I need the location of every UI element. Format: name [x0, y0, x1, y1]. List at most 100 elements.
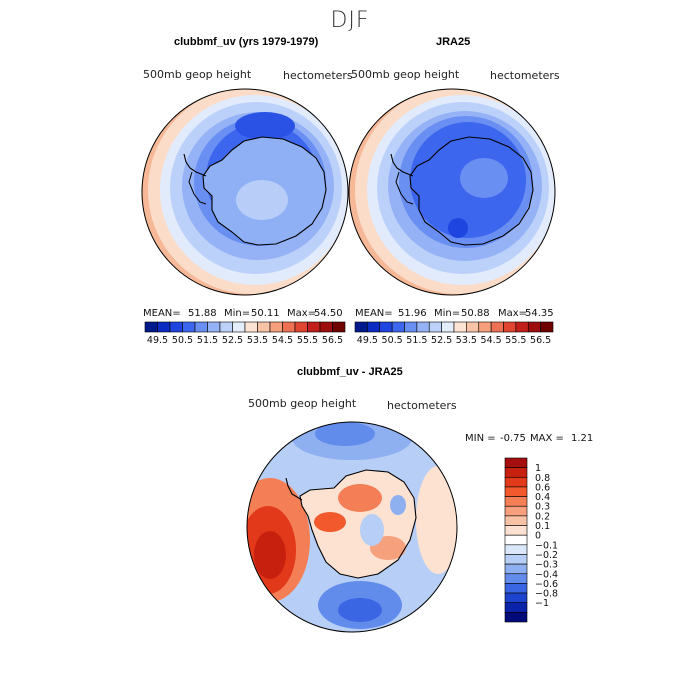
p2-continent-high [460, 158, 508, 198]
panel1-colorbar-tick-label: 54.5 [272, 335, 293, 346]
panel3-colorbar-tick-label: −1 [535, 598, 549, 609]
panel1-min-label: Min= [224, 308, 251, 319]
panel1-colorbar-cell [144, 321, 158, 333]
panel2-max-label: Max= [498, 308, 528, 319]
panel1-colorbar-cell [257, 321, 271, 333]
p1-continent-high [236, 180, 288, 220]
panel2-right-label: hectometers [490, 69, 560, 82]
panel3-title: clubbmf_uv - JRA25 [297, 366, 403, 378]
panel2-colorbar-cell [416, 321, 430, 333]
panel2-colorbar-tick-label: 49.5 [357, 335, 378, 346]
panel3-colorbar-tick-label: 0.2 [535, 511, 550, 522]
panel3-colorbar-tick-label: −0.2 [535, 550, 558, 561]
panel1-colorbar-cell [194, 321, 208, 333]
panel3-left-label: 500mb geop height [248, 397, 357, 410]
panel2-colorbar-tick-label: 52.5 [431, 335, 452, 346]
p1-coastline [183, 136, 327, 246]
panel2-colorbar-cell [428, 321, 442, 333]
p3-continent-red2 [314, 512, 346, 532]
panel2-colorbar-cell [515, 321, 529, 333]
panel2-colorbar-tick-label: 56.5 [530, 335, 551, 346]
figure-title: DJF [330, 8, 370, 33]
panel3-right-label: hectometers [387, 399, 457, 412]
panel3-min-value: -0.75 [500, 433, 526, 444]
panel3-colorbar-tick-label: 0.4 [535, 492, 550, 503]
panel3-colorbar-cell [504, 583, 528, 594]
panel2-colorbar-tick-label: 50.5 [382, 335, 403, 346]
p3-right-white [416, 466, 457, 574]
panel1-colorbar-tick-label: 51.5 [197, 335, 218, 346]
panel2-map [348, 88, 556, 296]
panel3-max-value: 1.21 [571, 433, 594, 444]
panel1-right-label: hectometers [283, 69, 353, 82]
p2-peninsula [395, 171, 414, 205]
panel3-colorbar-tick-label: −0.6 [535, 579, 558, 590]
panel1-colorbar-cell [319, 321, 333, 333]
p3-top-blue2 [315, 422, 375, 446]
panel3-colorbar-cell [504, 515, 528, 526]
panel2-mean-label: MEAN= [355, 308, 393, 319]
panel2-colorbar-tick-label: 54.5 [481, 335, 502, 346]
panel2-colorbar-cell [527, 321, 541, 333]
panel1-colorbar-cell [282, 321, 296, 333]
panel3-colorbar-tick-label: 0.8 [535, 473, 550, 484]
panel3-colorbar: 10.80.60.40.30.20.10−0.1−0.2−0.3−0.4−0.6… [504, 457, 558, 623]
panel3-colorbar-cell [504, 467, 528, 478]
panel2-colorbar-cell [391, 321, 405, 333]
panel2-outline [348, 88, 556, 296]
panel3-colorbar-tick-label: −0.4 [535, 569, 558, 580]
panel1-colorbar-cell [332, 321, 346, 333]
panel2-colorbar-cell [367, 321, 381, 333]
panel3-colorbar-tick-label: 0.3 [535, 502, 550, 513]
panel1-colorbar-cell [182, 321, 196, 333]
panel1-colorbar-cell [294, 321, 308, 333]
panel1-max-label: Max= [287, 308, 317, 319]
panel3-colorbar-tick-label: 1 [535, 463, 541, 474]
p3-continent-blue1 [360, 514, 384, 546]
panel3-max-label: MAX = [530, 433, 564, 444]
panel3-outline [246, 421, 458, 633]
panel2-title: JRA25 [436, 36, 471, 48]
panel2-colorbar-cell [441, 321, 455, 333]
panel1-max-value: 54.50 [314, 308, 343, 319]
panel2-colorbar-tick-label: 53.5 [456, 335, 477, 346]
panel1-colorbar-cell [207, 321, 221, 333]
panel3-colorbar-cell [504, 496, 528, 507]
panel3-colorbar-tick-label: −0.8 [535, 589, 558, 600]
p1-peninsula [188, 171, 207, 205]
panel3-colorbar-cell [504, 602, 528, 613]
panel1-colorbar-cell [232, 321, 246, 333]
panel3-colorbar-cell [504, 573, 528, 584]
panel1-colorbar-cell [269, 321, 283, 333]
panel1-colorbar-cell [219, 321, 233, 333]
panel3-colorbar-cell [504, 525, 528, 536]
panel3-colorbar-tick-label: −0.1 [535, 540, 558, 551]
panel3-colorbar-tick-label: 0.6 [535, 482, 550, 493]
panel2-colorbar: 49.5 50.5 51.5 52.5 53.5 54.5 55.5 56.5 [354, 321, 554, 346]
panel2-colorbar-cell [379, 321, 393, 333]
panel2-min-label: Min= [434, 308, 461, 319]
panel1-colorbar-cell [157, 321, 171, 333]
panel3-min-label: MIN = [465, 433, 496, 444]
panel1-colorbar-cell [169, 321, 183, 333]
panel3-colorbar-tick-label: −0.3 [535, 560, 558, 571]
panel1-title: clubbmf_uv (yrs 1979-1979) [174, 36, 319, 48]
panel3-map [246, 421, 458, 633]
panel1-colorbar-tick-label: 52.5 [222, 335, 243, 346]
panel2-colorbar-cell [478, 321, 492, 333]
panel3-colorbar-tick-label: 0 [535, 531, 541, 542]
panel2-colorbar-cell [354, 321, 368, 333]
panel3-colorbar-cell [504, 457, 528, 468]
p2-coastline [390, 136, 534, 246]
panel3-colorbar-cell [504, 554, 528, 565]
panel2-colorbar-cell [466, 321, 480, 333]
panel1-mean-label: MEAN= [143, 308, 181, 319]
p1-band-50_5 [235, 112, 295, 140]
panel3-colorbar-cell [504, 592, 528, 604]
panel1-colorbar-tick-label: 55.5 [297, 335, 318, 346]
p3-bottom-blue-core [338, 598, 382, 622]
panel3-colorbar-tick-label: 0.1 [535, 521, 550, 532]
panel2-colorbar-tick-label: 55.5 [505, 335, 526, 346]
panel2-colorbar-cell [503, 321, 517, 333]
